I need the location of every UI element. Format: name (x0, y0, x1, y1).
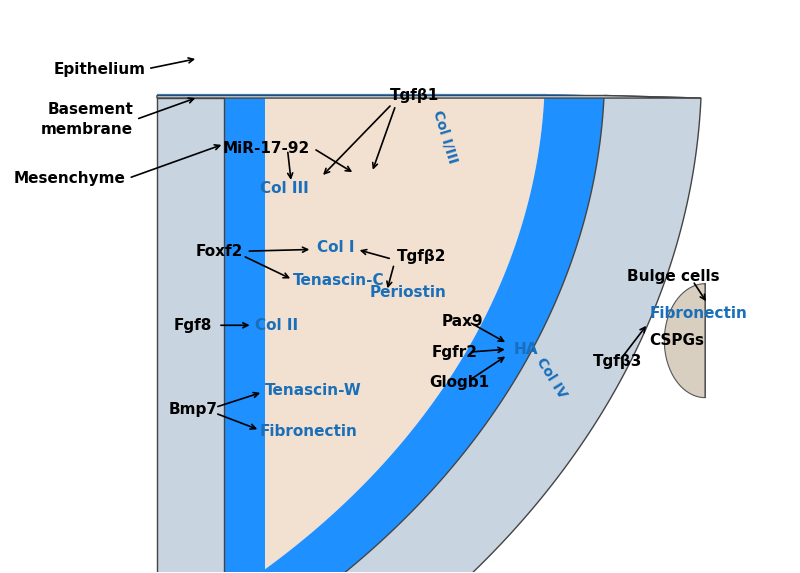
Text: MiR-17-92: MiR-17-92 (222, 141, 310, 156)
Text: Bmp7: Bmp7 (168, 402, 217, 417)
Polygon shape (224, 98, 265, 573)
Text: membrane: membrane (41, 122, 133, 137)
Polygon shape (94, 94, 544, 573)
Text: Basement: Basement (47, 102, 133, 117)
Text: Col I: Col I (318, 240, 355, 255)
Polygon shape (664, 284, 706, 398)
Text: Tenascin-C: Tenascin-C (293, 273, 384, 288)
Polygon shape (157, 94, 604, 96)
Polygon shape (123, 96, 701, 573)
Text: Tgfβ3: Tgfβ3 (593, 354, 642, 369)
Text: Fibronectin: Fibronectin (650, 307, 747, 321)
Polygon shape (157, 98, 224, 573)
Text: Tenascin-W: Tenascin-W (265, 383, 362, 398)
Text: Fgfr2: Fgfr2 (431, 344, 478, 360)
Polygon shape (94, 94, 604, 573)
Text: Glogb1: Glogb1 (430, 375, 490, 390)
Text: Tgfβ2: Tgfβ2 (398, 249, 446, 264)
Text: Col IV: Col IV (533, 355, 569, 401)
Text: Epithelium: Epithelium (54, 62, 146, 77)
Text: Mesenchyme: Mesenchyme (14, 171, 126, 186)
Text: HA: HA (514, 342, 538, 357)
Text: Pax9: Pax9 (442, 315, 483, 329)
Polygon shape (157, 96, 701, 98)
Text: Tgfβ1: Tgfβ1 (390, 88, 439, 103)
Text: Col I/III: Col I/III (430, 109, 460, 166)
Text: Fgf8: Fgf8 (174, 318, 212, 333)
Text: Col II: Col II (255, 318, 298, 333)
Text: Periostin: Periostin (370, 285, 446, 300)
Text: Foxf2: Foxf2 (196, 244, 243, 258)
Text: CSPGs: CSPGs (650, 333, 704, 348)
Text: Bulge cells: Bulge cells (627, 269, 720, 284)
Text: Fibronectin: Fibronectin (260, 425, 358, 439)
Text: Col III: Col III (260, 181, 309, 196)
